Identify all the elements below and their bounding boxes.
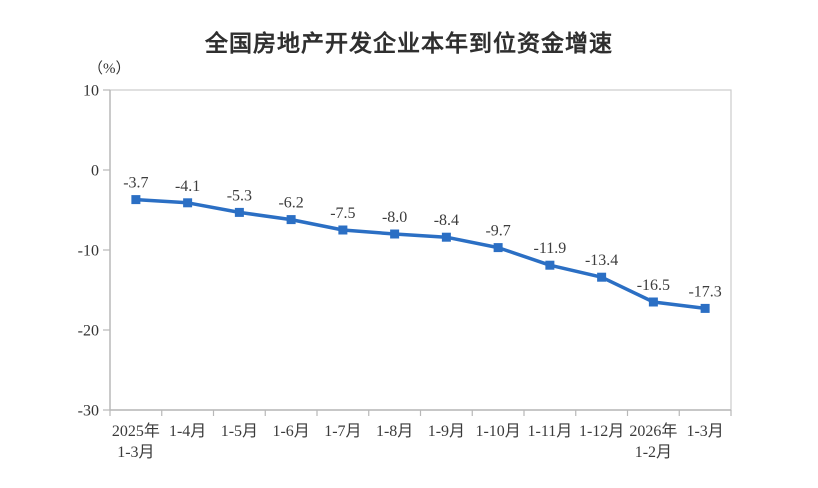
data-label: -17.3 xyxy=(688,283,721,300)
x-tick-label: 1-9月 xyxy=(428,423,465,440)
y-tick-label: -20 xyxy=(78,323,99,340)
y-axis-unit-label: （%） xyxy=(88,61,131,77)
data-label: -11.9 xyxy=(534,240,567,257)
data-point xyxy=(390,229,400,239)
data-label: -9.7 xyxy=(485,223,510,240)
data-label: -5.3 xyxy=(227,187,252,204)
data-label: -6.2 xyxy=(278,195,303,212)
data-point xyxy=(493,243,503,253)
data-label: -16.5 xyxy=(637,277,670,294)
x-tick-label: 1-3月 xyxy=(686,423,723,440)
data-point xyxy=(545,260,555,270)
data-point xyxy=(234,207,244,217)
x-tick-label: 1-8月 xyxy=(376,423,413,440)
data-point xyxy=(338,225,348,235)
y-tick-label: -10 xyxy=(78,243,99,260)
x-tick-label: 1-11月 xyxy=(528,423,573,440)
data-point xyxy=(700,303,710,313)
x-tick-label: 1-7月 xyxy=(324,423,361,440)
data-line xyxy=(134,197,707,311)
x-tick-label: 1-6月 xyxy=(272,423,309,440)
y-tick-label: -30 xyxy=(78,403,99,420)
x-tick-label: 1-3月 xyxy=(117,444,154,461)
data-point xyxy=(441,232,451,242)
data-point xyxy=(597,272,607,282)
data-label: -4.1 xyxy=(175,178,200,195)
y-tick-label: 0 xyxy=(91,163,99,180)
data-label: -8.0 xyxy=(382,209,407,226)
data-point xyxy=(648,297,658,307)
data-label: -3.7 xyxy=(123,175,148,192)
data-label: -8.4 xyxy=(434,212,459,229)
x-tick-label: 1-2月 xyxy=(635,444,672,461)
data-label: -7.5 xyxy=(330,205,355,222)
x-tick-label: 1-4月 xyxy=(169,423,206,440)
data-label: -13.4 xyxy=(585,252,618,269)
x-tick-label: 2026年 xyxy=(629,422,677,440)
data-point xyxy=(183,198,193,208)
x-tick-label: 1-12月 xyxy=(579,423,624,440)
x-tick-label: 1-10月 xyxy=(475,423,520,440)
x-tick-label: 2025年 xyxy=(112,422,160,440)
x-tick-label: 1-5月 xyxy=(221,423,258,440)
data-point xyxy=(286,215,296,225)
chart-title: 全国房地产开发企业本年到位资金增速 xyxy=(205,30,613,56)
y-tick-label: 10 xyxy=(83,83,99,100)
data-point xyxy=(131,195,141,205)
plot-border xyxy=(109,89,732,411)
